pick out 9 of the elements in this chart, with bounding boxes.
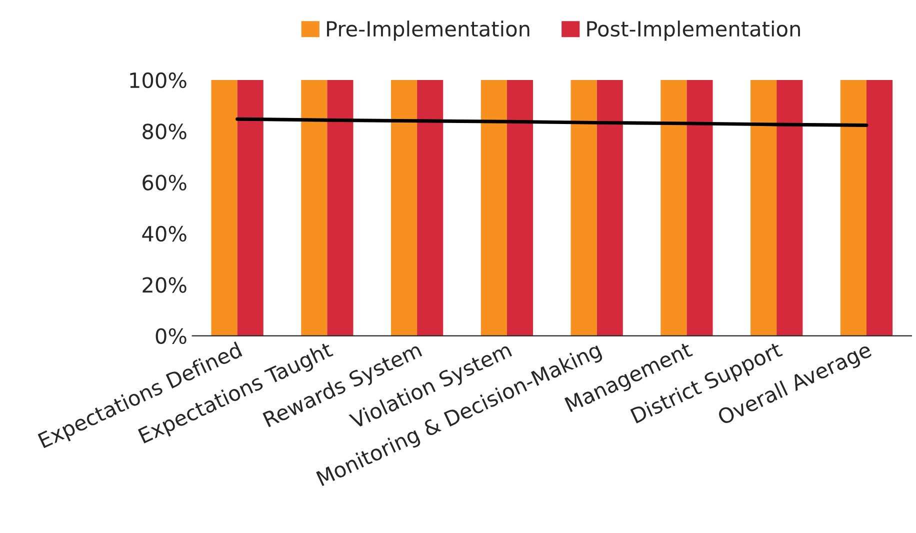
y-tick-label: 0%: [156, 328, 186, 344]
line-series: [236, 117, 868, 127]
legend-label: Post-Implementation: [587, 20, 800, 41]
y-tick-label: 20%: [142, 277, 186, 293]
y-tick-label: 100%: [130, 72, 186, 88]
y-tick-label: 40%: [142, 226, 186, 242]
y-tick-label: 60%: [142, 174, 186, 190]
legend-label: Pre-Implementation: [327, 20, 530, 41]
y-tick-label: 80%: [142, 124, 186, 140]
